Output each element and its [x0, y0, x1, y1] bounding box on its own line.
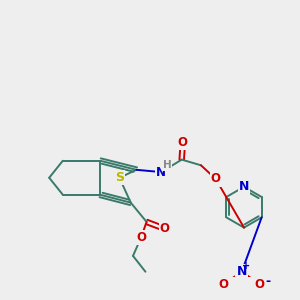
Text: O: O [219, 278, 229, 291]
Text: O: O [136, 231, 146, 244]
Text: O: O [160, 222, 170, 235]
Text: -: - [265, 275, 270, 288]
Text: S: S [115, 171, 124, 184]
Text: O: O [178, 136, 188, 149]
Text: +: + [242, 261, 250, 271]
Text: H: H [163, 160, 171, 170]
Text: N: N [156, 166, 166, 178]
Text: N: N [236, 265, 247, 278]
Text: N: N [239, 180, 249, 193]
Text: O: O [211, 172, 221, 185]
Text: O: O [255, 278, 265, 291]
